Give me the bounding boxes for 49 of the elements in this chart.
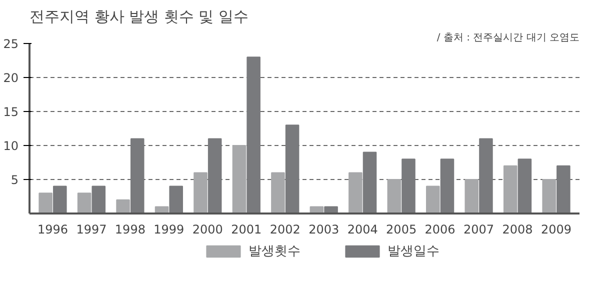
bar <box>285 124 300 214</box>
y-tick-label: 5 <box>10 173 19 187</box>
x-tick-label: 2009 <box>540 222 572 236</box>
bar <box>362 152 377 214</box>
y-tick-label: 15 <box>3 105 19 119</box>
x-tick-label: 2003 <box>308 222 340 236</box>
y-tick-label: 10 <box>3 139 19 153</box>
bar <box>92 186 106 214</box>
x-tick-label: 1998 <box>114 222 146 236</box>
x-tick-label: 1999 <box>154 222 184 236</box>
chart-title: 전주지역 황사 발생 횟수 및 일수 <box>30 8 248 26</box>
bar <box>271 172 285 214</box>
x-tick-label: 2008 <box>502 222 533 236</box>
legend-label: 발생일수 <box>388 243 440 260</box>
x-tick-label: 1997 <box>76 222 107 236</box>
bar <box>208 138 222 214</box>
x-tick-label: 1996 <box>37 222 68 236</box>
x-tick-label: 2006 <box>424 222 456 236</box>
bar <box>38 192 52 214</box>
legend-label: 발생횟수 <box>248 243 300 260</box>
bar <box>440 158 454 214</box>
y-tick-label: 25 <box>3 37 19 51</box>
bar <box>464 179 479 214</box>
bar <box>246 56 260 214</box>
bar <box>426 186 440 214</box>
bar <box>194 172 208 214</box>
bar <box>324 206 338 214</box>
x-tick-label: 2002 <box>270 222 300 236</box>
bar <box>556 165 570 214</box>
bar <box>232 145 246 214</box>
bar <box>169 186 183 214</box>
bar <box>116 199 130 214</box>
bar <box>348 172 362 214</box>
bar <box>387 179 402 214</box>
x-tick-label: 2007 <box>464 222 494 236</box>
x-tick-label: 2000 <box>192 222 223 236</box>
annotation: / 출처 : 전주실시간 대기 오염도 <box>436 32 580 44</box>
x-tick-label: 2004 <box>347 222 378 236</box>
bar <box>53 186 67 214</box>
bar <box>542 179 556 214</box>
x-tick-label: 2005 <box>386 222 417 236</box>
x-tick-label: 2001 <box>231 222 262 236</box>
y-tick-label: 20 <box>3 71 19 85</box>
bar <box>479 138 493 214</box>
bar <box>402 158 416 214</box>
bar <box>77 192 92 214</box>
bar <box>130 138 144 214</box>
bar <box>518 158 532 214</box>
bar <box>503 165 518 214</box>
